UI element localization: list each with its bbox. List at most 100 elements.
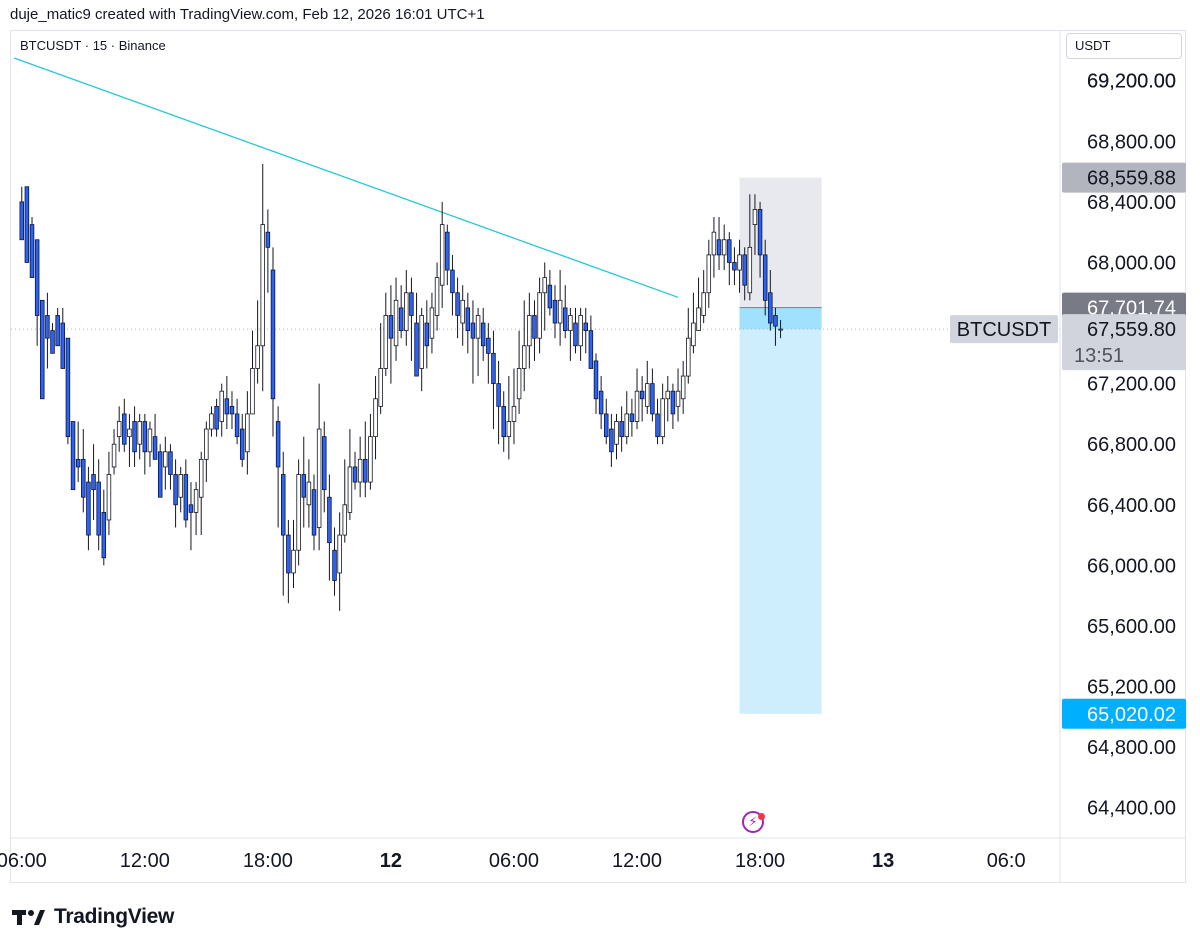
candle-body bbox=[670, 390, 676, 415]
candle-body bbox=[414, 322, 419, 377]
candle-body bbox=[245, 413, 250, 453]
candle-body bbox=[352, 466, 358, 483]
candle-body bbox=[332, 549, 337, 581]
candle-body bbox=[363, 458, 368, 483]
y-tick-label: 67,200.00 bbox=[1087, 374, 1176, 396]
x-tick-label: 12 bbox=[380, 850, 402, 872]
candle-body bbox=[645, 383, 650, 407]
candle-body bbox=[552, 299, 558, 324]
candle-body bbox=[486, 337, 491, 354]
chart-frame bbox=[10, 30, 1186, 883]
candle-body bbox=[337, 534, 342, 574]
candle-body bbox=[19, 201, 25, 241]
candle-body bbox=[629, 413, 635, 422]
symbol-label[interactable]: BTCUSDT · 15 · Binance bbox=[20, 38, 166, 53]
candle-body bbox=[732, 262, 737, 271]
candle-body bbox=[752, 209, 758, 226]
candle-body bbox=[65, 337, 71, 438]
candle-body bbox=[275, 421, 281, 468]
candle-body bbox=[183, 474, 189, 521]
candle-body bbox=[655, 413, 660, 438]
candle-body bbox=[537, 292, 542, 339]
candle-body bbox=[378, 368, 383, 407]
candle-body bbox=[491, 352, 496, 385]
x-tick-label: 06:00 bbox=[489, 850, 539, 872]
x-tick-label: 12:00 bbox=[120, 850, 170, 872]
candle-body bbox=[604, 413, 609, 438]
candle-body bbox=[29, 224, 35, 279]
candle-body bbox=[163, 451, 168, 468]
candle-body bbox=[311, 489, 317, 536]
candle-body bbox=[173, 474, 178, 506]
candle-body bbox=[209, 413, 214, 430]
candle-body bbox=[398, 307, 404, 332]
stop-price-label-bg bbox=[1062, 162, 1186, 193]
candle-body bbox=[322, 436, 327, 491]
candle-body bbox=[439, 224, 445, 286]
candle-body bbox=[609, 428, 614, 453]
currency-selector[interactable]: USDT bbox=[1066, 33, 1182, 59]
candle-body bbox=[757, 209, 763, 256]
footer: TradingView bbox=[12, 905, 174, 929]
flash-icon[interactable]: ⚡ bbox=[742, 811, 764, 833]
notification-dot bbox=[758, 813, 765, 820]
candle-body bbox=[270, 269, 276, 400]
candle-body bbox=[342, 504, 348, 536]
symbol-tag-bg bbox=[950, 315, 1058, 344]
candle-body bbox=[214, 405, 219, 430]
candle-body bbox=[234, 413, 240, 438]
y-tick-label: 69,200.00 bbox=[1087, 71, 1176, 93]
candle-body bbox=[229, 405, 235, 415]
y-tick-label: 66,000.00 bbox=[1087, 555, 1176, 577]
candle-body bbox=[506, 421, 512, 438]
candle-body bbox=[419, 315, 424, 369]
countdown-label: 13:51 bbox=[1074, 345, 1124, 367]
target-price-label: 65,020.02 bbox=[1087, 704, 1176, 726]
candle-body bbox=[137, 421, 142, 445]
candle-body bbox=[219, 390, 224, 422]
candle-body bbox=[91, 474, 96, 491]
open-pnl-zone bbox=[739, 307, 822, 330]
candle-body bbox=[593, 360, 599, 400]
candle-body bbox=[152, 436, 158, 460]
candle-body bbox=[55, 315, 60, 347]
candle-body bbox=[650, 383, 655, 415]
candle-body bbox=[675, 390, 681, 407]
candle-body bbox=[45, 315, 50, 339]
candle-body bbox=[747, 246, 753, 294]
candle-body bbox=[204, 428, 209, 460]
candle-body bbox=[721, 239, 727, 256]
candle-body bbox=[86, 481, 91, 536]
candle-body bbox=[516, 368, 522, 400]
candle-body bbox=[470, 322, 476, 339]
candle-body bbox=[373, 398, 378, 438]
candle-body bbox=[301, 474, 307, 498]
candle-body bbox=[660, 398, 665, 438]
target-price-label-bg bbox=[1062, 698, 1186, 729]
x-tick-label: 18:00 bbox=[735, 850, 785, 872]
candle-body bbox=[34, 239, 40, 316]
candle-body bbox=[157, 451, 163, 498]
candle-body bbox=[778, 328, 783, 331]
candle-body bbox=[281, 474, 286, 536]
candle-body bbox=[680, 375, 686, 400]
candle-body bbox=[598, 390, 604, 415]
candle-body bbox=[70, 421, 76, 491]
candle-body bbox=[255, 345, 260, 369]
candle-body bbox=[75, 458, 81, 468]
candle-body bbox=[624, 413, 630, 438]
candle-body bbox=[568, 315, 573, 332]
candle-body bbox=[727, 239, 732, 263]
y-tick-label: 66,400.00 bbox=[1087, 495, 1176, 517]
candle-body bbox=[188, 504, 194, 513]
candle-body bbox=[116, 421, 122, 438]
candle-body bbox=[50, 330, 55, 354]
candle-body bbox=[614, 421, 619, 445]
candle-body bbox=[291, 549, 296, 574]
candle-body bbox=[701, 292, 706, 316]
last-price-label: 67,559.80 bbox=[1087, 319, 1176, 341]
candle-body bbox=[742, 254, 747, 286]
candle-body bbox=[619, 421, 624, 438]
stop-zone bbox=[739, 177, 822, 308]
